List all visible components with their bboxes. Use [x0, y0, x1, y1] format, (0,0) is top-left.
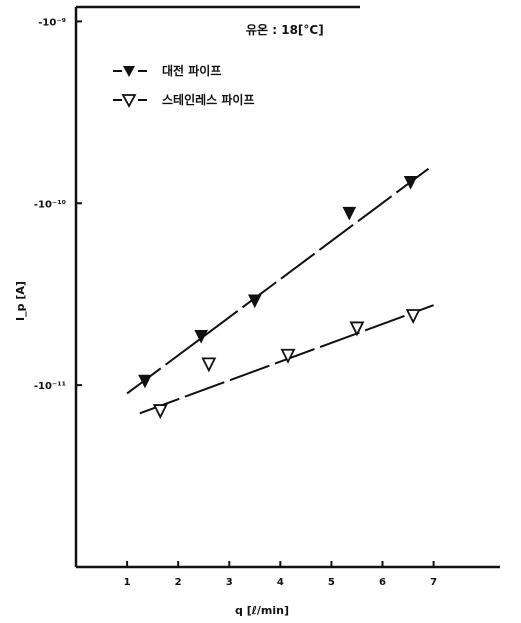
x-axis-label: q [ℓ/min]	[235, 604, 289, 617]
y-tick-label: -10⁻⁹	[38, 17, 66, 28]
data-point-series-2	[405, 309, 421, 324]
fit-line-series-1	[126, 167, 430, 395]
data-point-series-1	[342, 206, 357, 221]
data-point-series-2	[201, 357, 217, 373]
data-point-series-2	[280, 348, 296, 364]
x-tick-label: 6	[379, 577, 386, 588]
y-axis-label: I_p [A]	[14, 281, 27, 321]
fit-lines	[126, 167, 434, 415]
data-point-series-1	[138, 374, 152, 389]
legend-entry-1: 대전 파이프	[113, 63, 221, 78]
data-points	[138, 176, 421, 420]
data-point-series-1	[194, 330, 208, 344]
data-point-series-2	[152, 404, 168, 420]
data-point-series-2	[349, 321, 365, 337]
x-tick-label: 2	[175, 577, 182, 588]
data-point-series-1	[247, 294, 262, 309]
legend-marker-filled-triangle	[123, 66, 135, 77]
y-tick-label: -10⁻¹¹	[34, 381, 66, 392]
legend: 대전 파이프 스테인레스 파이프	[113, 63, 255, 108]
legend-marker-open-triangle	[121, 94, 137, 108]
x-tick-label: 3	[226, 577, 233, 588]
data-point-series-1	[403, 176, 418, 190]
legend-label-1: 대전 파이프	[162, 63, 221, 78]
plot-frame	[74, 5, 500, 569]
x-tick-label: 4	[277, 577, 284, 588]
x-tick-label: 7	[430, 577, 437, 588]
x-tick-label: 5	[328, 577, 335, 588]
y-ticks: -10⁻⁹ -10⁻¹⁰ -10⁻¹¹	[34, 17, 82, 392]
y-tick-label: -10⁻¹⁰	[34, 199, 66, 210]
x-ticks: 1 2 3 4 5 6 7	[124, 561, 437, 588]
legend-entry-2: 스테인레스 파이프	[113, 92, 255, 108]
x-tick-label: 1	[124, 577, 131, 588]
chart-title: 유온 : 18[°C]	[246, 22, 324, 37]
legend-label-2: 스테인레스 파이프	[162, 92, 255, 107]
